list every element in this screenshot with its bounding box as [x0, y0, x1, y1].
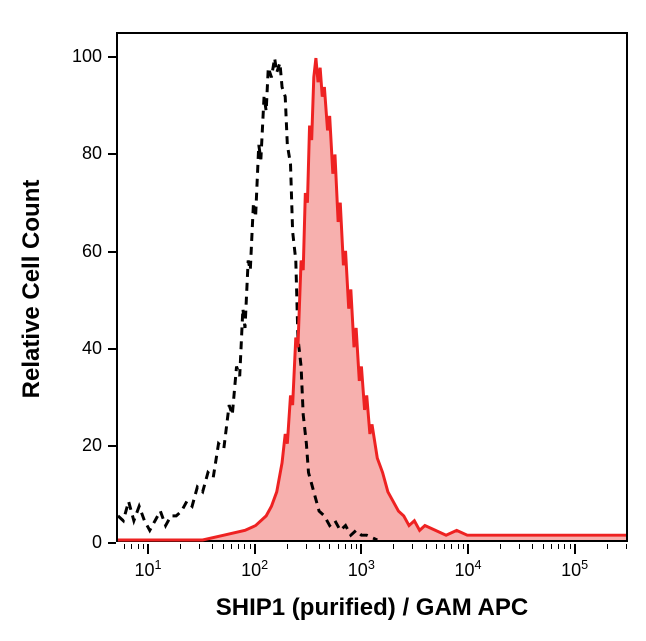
- x-tick-minor: [212, 544, 213, 549]
- y-axis-label: Relative Cell Count: [18, 159, 46, 419]
- ship1-fill: [118, 58, 626, 540]
- y-tick: [108, 56, 116, 58]
- x-tick-minor: [393, 544, 394, 549]
- x-tick-minor: [458, 544, 459, 549]
- y-tick-label: 40: [60, 338, 102, 359]
- x-tick-label: 102: [230, 558, 280, 581]
- x-tick-major: [574, 544, 576, 554]
- x-tick-minor: [451, 544, 452, 549]
- x-tick-major: [254, 544, 256, 554]
- x-tick-minor: [570, 544, 571, 549]
- y-tick: [108, 445, 116, 447]
- x-tick-minor: [426, 544, 427, 549]
- y-tick-label: 80: [60, 143, 102, 164]
- x-tick-minor: [564, 544, 565, 549]
- x-tick-minor: [412, 544, 413, 549]
- x-tick-minor: [329, 544, 330, 549]
- x-tick-minor: [436, 544, 437, 549]
- x-tick-minor: [250, 544, 251, 549]
- y-tick: [108, 542, 116, 544]
- x-tick-minor: [244, 544, 245, 549]
- x-tick-label: 105: [550, 558, 600, 581]
- x-tick-minor: [199, 544, 200, 549]
- x-tick-minor: [223, 544, 224, 549]
- plot-area: [116, 32, 628, 542]
- y-tick-label: 100: [60, 46, 102, 67]
- x-tick-minor: [338, 544, 339, 549]
- x-tick-minor: [500, 544, 501, 549]
- figure-container: Relative Cell Count SHIP1 (purified) / G…: [0, 0, 646, 641]
- x-tick-major: [147, 544, 149, 554]
- x-tick-label: 104: [443, 558, 493, 581]
- x-tick-minor: [626, 544, 627, 549]
- x-tick-label: 101: [123, 558, 173, 581]
- y-tick: [108, 348, 116, 350]
- y-tick-label: 20: [60, 435, 102, 456]
- x-tick-minor: [238, 544, 239, 549]
- x-tick-minor: [444, 544, 445, 549]
- x-tick-minor: [463, 544, 464, 549]
- x-tick-minor: [532, 544, 533, 549]
- x-tick-minor: [131, 544, 132, 549]
- histogram-svg: [118, 34, 626, 540]
- x-tick-minor: [558, 544, 559, 549]
- x-tick-minor: [306, 544, 307, 549]
- y-tick-label: 0: [60, 532, 102, 553]
- x-tick-label: 103: [336, 558, 386, 581]
- x-tick-minor: [351, 544, 352, 549]
- y-tick: [108, 251, 116, 253]
- x-tick-major: [360, 544, 362, 554]
- x-tick-minor: [543, 544, 544, 549]
- x-tick-minor: [319, 544, 320, 549]
- x-tick-minor: [124, 544, 125, 549]
- x-tick-minor: [551, 544, 552, 549]
- x-tick-minor: [231, 544, 232, 549]
- x-tick-minor: [138, 544, 139, 549]
- x-tick-minor: [345, 544, 346, 549]
- x-tick-minor: [180, 544, 181, 549]
- x-tick-minor: [607, 544, 608, 549]
- x-tick-minor: [519, 544, 520, 549]
- y-tick-label: 60: [60, 241, 102, 262]
- x-tick-minor: [143, 544, 144, 549]
- x-tick-minor: [356, 544, 357, 549]
- x-axis-label: SHIP1 (purified) / GAM APC: [172, 594, 572, 622]
- y-tick: [108, 153, 116, 155]
- x-tick-minor: [287, 544, 288, 549]
- x-tick-major: [467, 544, 469, 554]
